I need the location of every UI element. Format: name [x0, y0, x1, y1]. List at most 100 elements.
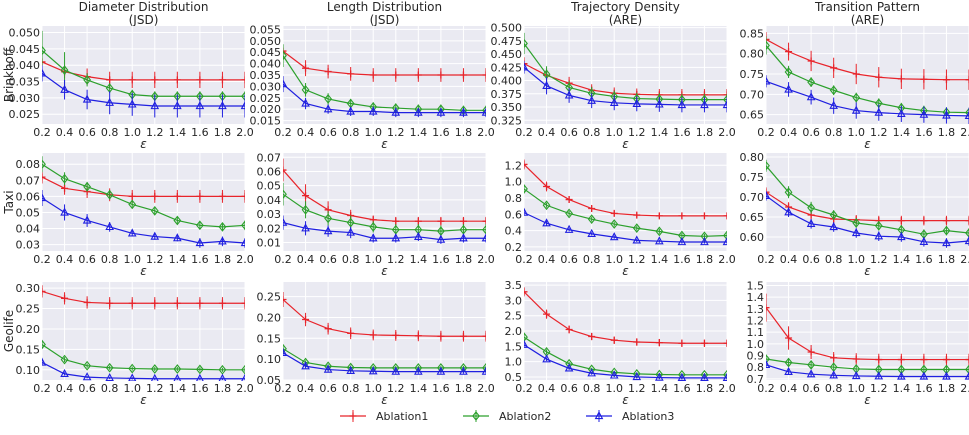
x-tick-label: 1.0 [123, 126, 141, 139]
x-axis-label: ε [622, 264, 629, 278]
x-tick-label: 1.4 [410, 126, 428, 139]
x-tick-label: 1.6 [673, 382, 691, 395]
legend-entry: Ablation2 [463, 410, 551, 423]
y-tick-label: 0.045 [250, 46, 282, 59]
y-tick-label: 0.035 [9, 76, 41, 89]
panel: 0.20.40.60.81.01.21.41.61.82.00.650.700.… [740, 26, 969, 151]
y-tick-label: 0.020 [250, 103, 282, 116]
x-tick-label: 0.8 [825, 126, 843, 139]
x-tick-label: 0.8 [583, 126, 601, 139]
y-tick-label: 1.0 [747, 338, 765, 351]
y-tick-label: 0.9 [747, 350, 765, 363]
column-title: Transition Pattern(ARE) [814, 0, 920, 27]
y-tick-label: 0.7 [747, 373, 765, 386]
y-tick-label: 0.325 [491, 114, 523, 127]
x-tick-label: 0.6 [78, 126, 96, 139]
y-tick-label: 2.0 [505, 325, 523, 338]
x-tick-label: 1.6 [673, 126, 691, 139]
row-label: Taxi [2, 190, 16, 214]
x-axis-label: ε [140, 393, 147, 407]
x-tick-label: 0.2 [515, 126, 533, 139]
x-tick-label: 1.6 [432, 126, 450, 139]
x-tick-label: 1.2 [870, 126, 888, 139]
x-tick-label: 1.8 [696, 253, 714, 266]
y-tick-label: 0.65 [740, 211, 765, 224]
y-tick-label: 0.055 [250, 23, 282, 36]
x-axis-label: ε [381, 137, 388, 151]
column-title: Trajectory Density(ARE) [570, 0, 680, 27]
y-tick-label: 0.60 [740, 231, 765, 244]
x-tick-label: 1.0 [123, 382, 141, 395]
y-tick-label: 0.400 [491, 75, 523, 88]
x-tick-label: 1.8 [455, 382, 473, 395]
x-tick-label: 0.8 [342, 253, 360, 266]
x-tick-label: 1.0 [847, 253, 865, 266]
y-tick-label: 0.85 [740, 27, 765, 40]
y-tick-label: 0.025 [9, 108, 41, 121]
y-tick-label: 1.3 [747, 303, 765, 316]
x-tick-label: 0.8 [101, 253, 119, 266]
x-tick-label: 1.6 [191, 253, 209, 266]
x-tick-label: 1.2 [387, 382, 405, 395]
y-tick-label: 0.05 [16, 206, 41, 219]
column-title: Length Distribution(JSD) [327, 0, 442, 27]
y-tick-label: 0.25 [16, 303, 41, 316]
x-tick-label: 2.0 [477, 382, 495, 395]
column-title-line: (JSD) [129, 13, 159, 27]
x-tick-label: 0.4 [56, 126, 74, 139]
x-tick-label: 0.2 [33, 126, 51, 139]
x-axis-label: ε [864, 137, 871, 151]
y-tick-label: 0.040 [250, 58, 282, 71]
x-tick-label: 1.2 [146, 382, 164, 395]
x-tick-label: 0.2 [757, 253, 775, 266]
x-tick-label: 0.4 [538, 253, 556, 266]
x-tick-label: 0.6 [78, 253, 96, 266]
y-tick-label: 0.07 [257, 151, 282, 164]
x-tick-label: 0.6 [319, 126, 337, 139]
y-tick-label: 0.80 [740, 151, 765, 164]
x-tick-label: 1.6 [673, 253, 691, 266]
y-tick-label: 0.5 [505, 371, 523, 384]
x-tick-label: 2.0 [477, 253, 495, 266]
x-tick-label: 2.0 [236, 126, 254, 139]
y-tick-label: 0.70 [740, 88, 765, 101]
x-tick-label: 1.8 [938, 253, 956, 266]
panel-background [42, 282, 245, 380]
x-tick-label: 0.2 [757, 126, 775, 139]
x-tick-label: 2.0 [477, 126, 495, 139]
column-title-line: Diameter Distribution [79, 0, 209, 14]
y-tick-label: 2.5 [505, 310, 523, 323]
y-tick-label: 0.6 [505, 208, 523, 221]
x-tick-label: 1.2 [146, 126, 164, 139]
x-tick-label: 2.0 [718, 126, 736, 139]
x-tick-label: 1.8 [455, 126, 473, 139]
x-tick-label: 1.4 [169, 253, 187, 266]
y-tick-label: 0.030 [250, 80, 282, 93]
x-axis-label: ε [381, 264, 388, 278]
x-tick-label: 0.8 [342, 382, 360, 395]
y-tick-label: 0.030 [9, 92, 41, 105]
x-tick-label: 1.2 [628, 126, 646, 139]
x-axis-label: ε [622, 393, 629, 407]
y-tick-label: 3.5 [505, 279, 523, 292]
x-tick-label: 1.6 [915, 382, 933, 395]
y-tick-label: 0.15 [16, 343, 41, 356]
x-tick-label: 1.6 [432, 382, 450, 395]
y-tick-label: 0.040 [9, 59, 41, 72]
y-tick-label: 0.8 [505, 192, 523, 205]
y-tick-label: 0.03 [16, 239, 41, 252]
x-tick-label: 0.6 [319, 253, 337, 266]
y-tick-label: 0.10 [16, 364, 41, 377]
x-tick-label: 0.8 [342, 126, 360, 139]
y-tick-label: 0.05 [257, 374, 282, 387]
x-axis-label: ε [622, 137, 629, 151]
x-tick-label: 1.6 [191, 126, 209, 139]
x-tick-label: 0.2 [515, 253, 533, 266]
y-tick-label: 1.0 [505, 176, 523, 189]
x-tick-label: 1.0 [364, 382, 382, 395]
